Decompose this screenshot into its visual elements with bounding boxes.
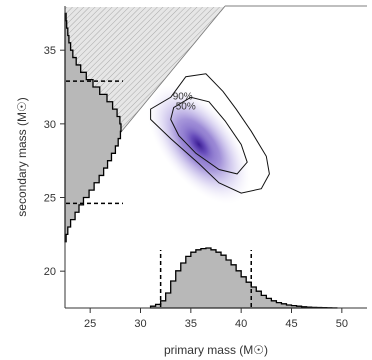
secondary-mass-histogram (64, 12, 122, 243)
density-core (177, 119, 221, 170)
credible-contours: 90%50% (150, 73, 270, 194)
y-axis-ticks: 20 25 30 35 (44, 45, 65, 278)
contour-line (150, 73, 270, 194)
x-tick-label: 25 (84, 318, 96, 330)
y-tick-label: 30 (44, 119, 56, 131)
x-tick-label: 50 (336, 318, 348, 330)
primary-mass-marginal (149, 247, 338, 309)
contour-line (170, 96, 248, 175)
contour-label: 50% (176, 102, 196, 113)
y-tick-label: 25 (44, 193, 56, 205)
contour-label: 90% (173, 91, 193, 102)
x-tick-label: 40 (235, 318, 247, 330)
x-tick-label: 35 (185, 318, 197, 330)
y-axis-label: secondary mass (M☉) (15, 97, 29, 216)
x-axis-label: primary mass (M☉) (164, 343, 268, 357)
secondary-mass-marginal (64, 12, 123, 243)
primary-mass-histogram (149, 247, 338, 309)
x-tick-label: 30 (134, 318, 146, 330)
y-tick-label: 20 (44, 266, 56, 278)
posterior-density (147, 85, 251, 204)
x-axis-ticks: 25 30 35 40 45 50 (84, 308, 348, 330)
x-tick-label: 45 (285, 318, 297, 330)
y-tick-label: 35 (44, 45, 56, 57)
